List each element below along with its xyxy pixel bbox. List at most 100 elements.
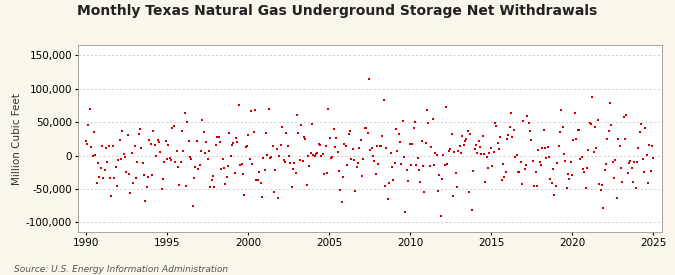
Point <box>88 129 99 134</box>
Point <box>437 177 448 181</box>
Point <box>137 161 148 166</box>
Point <box>616 166 626 171</box>
Point <box>545 177 556 181</box>
Point <box>129 144 140 148</box>
Point <box>473 139 484 144</box>
Point <box>216 167 227 172</box>
Point <box>190 164 201 169</box>
Point <box>140 199 151 204</box>
Point <box>629 160 640 164</box>
Point <box>621 112 632 117</box>
Point <box>267 144 278 148</box>
Point <box>155 150 165 154</box>
Point <box>488 150 499 155</box>
Point <box>256 195 267 199</box>
Point <box>450 171 461 175</box>
Point <box>381 146 392 150</box>
Point <box>107 144 118 148</box>
Point <box>342 163 352 167</box>
Point <box>529 184 539 188</box>
Point <box>101 146 111 150</box>
Point <box>435 213 446 218</box>
Point <box>168 124 179 128</box>
Point <box>254 170 265 174</box>
Point <box>632 160 643 164</box>
Point <box>610 158 621 162</box>
Point <box>246 109 256 113</box>
Point <box>274 154 285 158</box>
Point <box>628 180 639 185</box>
Point <box>160 139 171 144</box>
Point <box>92 161 103 166</box>
Point <box>331 136 342 140</box>
Point <box>412 155 423 160</box>
Point <box>554 129 565 134</box>
Point <box>273 196 284 200</box>
Point <box>298 134 309 139</box>
Point <box>645 169 656 174</box>
Point <box>146 173 157 177</box>
Point <box>98 175 109 180</box>
Point <box>323 107 333 111</box>
Point <box>448 194 458 198</box>
Point <box>502 137 512 141</box>
Point <box>395 140 406 144</box>
Point <box>91 180 102 185</box>
Point <box>566 160 576 164</box>
Point <box>185 155 196 159</box>
Point <box>99 167 110 172</box>
Point <box>232 139 243 144</box>
Point <box>130 176 141 181</box>
Point <box>439 163 450 167</box>
Point <box>297 159 308 163</box>
Point <box>602 137 613 141</box>
Point <box>442 162 453 167</box>
Point <box>301 182 312 187</box>
Point <box>351 165 362 169</box>
Point <box>188 204 198 209</box>
Point <box>292 113 302 117</box>
Point <box>281 131 292 135</box>
Point <box>601 162 612 166</box>
Point <box>309 154 320 158</box>
Point <box>479 152 489 157</box>
Point <box>516 182 527 186</box>
Point <box>284 154 294 159</box>
Point <box>83 123 94 127</box>
Point <box>243 133 254 138</box>
Point <box>541 156 551 160</box>
Point <box>289 161 300 165</box>
Point <box>363 77 374 82</box>
Point <box>227 143 238 147</box>
Text: Source: U.S. Energy Information Administration: Source: U.S. Energy Information Administ… <box>14 265 227 274</box>
Point <box>385 151 396 155</box>
Point <box>384 180 395 185</box>
Point <box>118 152 129 156</box>
Point <box>560 159 571 164</box>
Point <box>238 172 248 177</box>
Point <box>556 108 567 112</box>
Point <box>407 142 418 146</box>
Point <box>142 175 153 179</box>
Point <box>636 122 647 126</box>
Point <box>208 174 219 178</box>
Point <box>468 169 479 173</box>
Point <box>124 172 134 176</box>
Point <box>317 152 328 156</box>
Point <box>576 155 587 159</box>
Point <box>454 144 465 148</box>
Point <box>279 160 290 165</box>
Point <box>383 197 394 202</box>
Point <box>358 157 369 162</box>
Point <box>535 163 546 168</box>
Point <box>472 151 483 156</box>
Point <box>152 138 163 142</box>
Point <box>595 187 606 192</box>
Point <box>499 175 510 179</box>
Point <box>148 129 159 133</box>
Point <box>198 129 209 134</box>
Point <box>159 160 169 164</box>
Point <box>271 147 282 151</box>
Point <box>562 186 572 190</box>
Point <box>647 144 657 148</box>
